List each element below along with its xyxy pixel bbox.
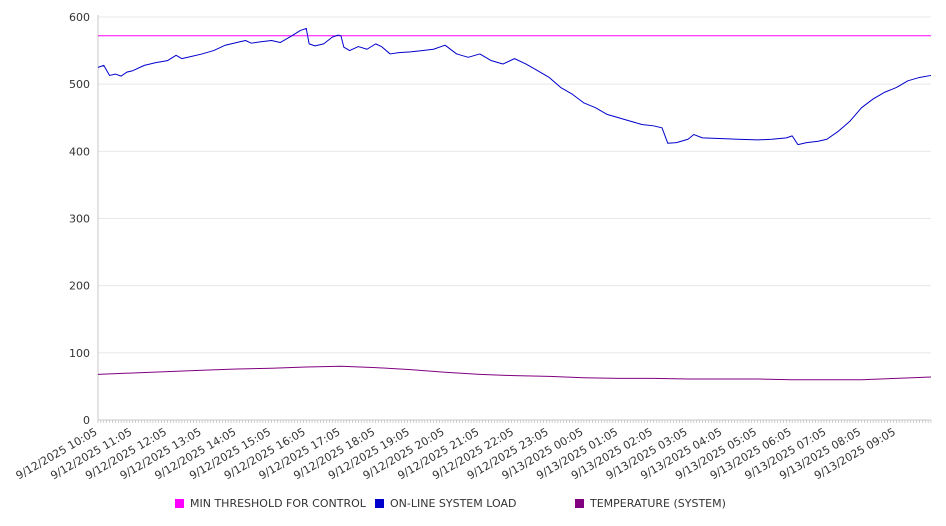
y-axis-ticks: 0 100 200 300 400 500 600 <box>69 11 90 427</box>
legend-swatch <box>375 499 384 508</box>
legend-swatch <box>175 499 184 508</box>
grid-lines <box>98 16 931 354</box>
legend-item[interactable]: TEMPERATURE (SYSTEM) <box>575 497 726 510</box>
legend-item[interactable]: ON-LINE SYSTEM LOAD <box>375 497 516 510</box>
x-axis-ticks: 9/12/2025 10:059/12/2025 11:059/12/2025 … <box>14 425 898 482</box>
legend-swatch <box>575 499 584 508</box>
y-tick-label: 200 <box>69 280 90 293</box>
y-tick-label: 400 <box>69 145 90 158</box>
series-lines <box>97 27 932 381</box>
y-tick-label: 100 <box>69 347 90 360</box>
legend-label: MIN THRESHOLD FOR CONTROL <box>190 497 366 510</box>
legend-label: TEMPERATURE (SYSTEM) <box>590 497 726 510</box>
legend-item[interactable]: MIN THRESHOLD FOR CONTROL <box>175 497 366 510</box>
y-tick-label: 600 <box>69 11 90 24</box>
legend: MIN THRESHOLD FOR CONTROL ON-LINE SYSTEM … <box>0 497 946 515</box>
series-temperature-line <box>97 365 932 381</box>
y-tick-label: 0 <box>83 414 90 427</box>
legend-label: ON-LINE SYSTEM LOAD <box>390 497 517 510</box>
y-tick-label: 300 <box>69 213 90 226</box>
y-tick-label: 500 <box>69 78 90 91</box>
series-system-load-line <box>97 27 932 146</box>
axes <box>97 15 932 423</box>
